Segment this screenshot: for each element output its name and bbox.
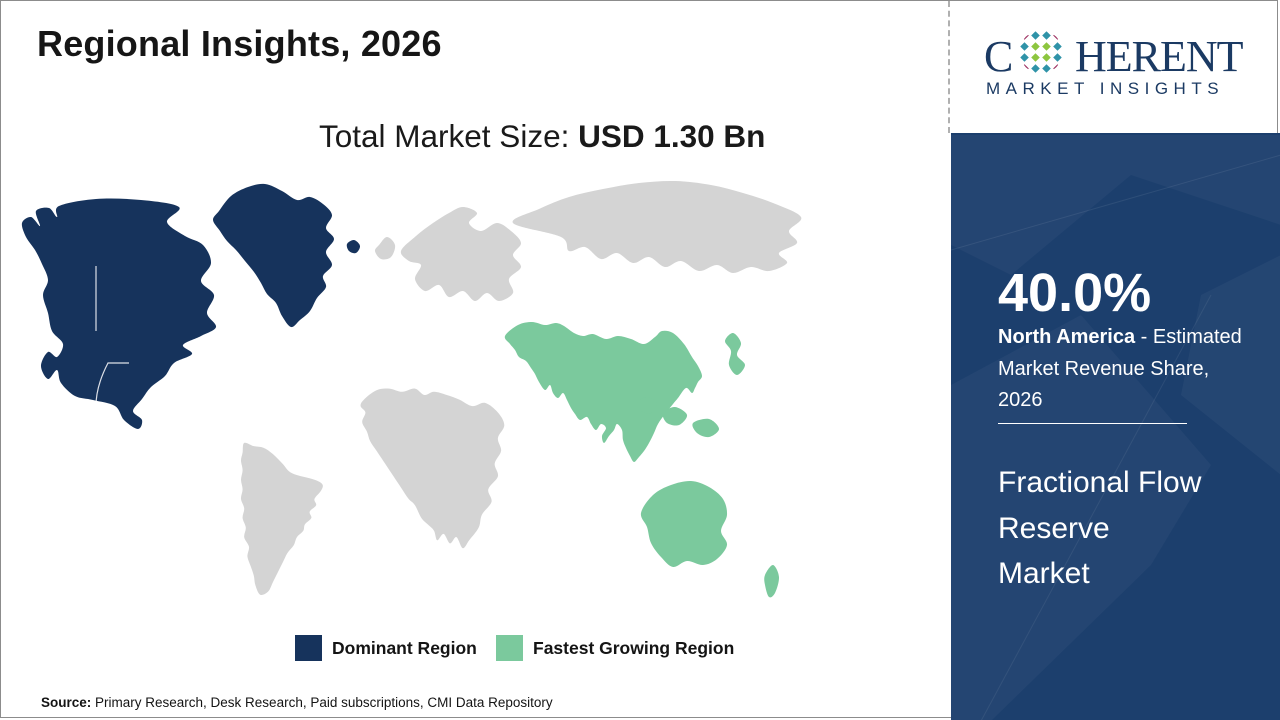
svg-text:HERENT: HERENT	[1075, 32, 1244, 81]
svg-text:C: C	[984, 32, 1012, 81]
svg-text:MARKET INSIGHTS: MARKET INSIGHTS	[986, 79, 1224, 98]
